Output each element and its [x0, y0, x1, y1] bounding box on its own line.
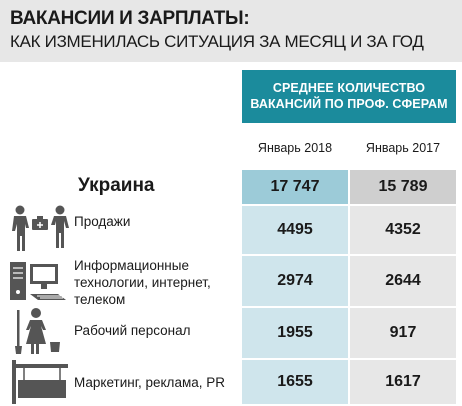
page-subtitle: КАК ИЗМЕНИЛАСЬ СИТУАЦИЯ ЗА МЕСЯЦ И ЗА ГО…	[10, 32, 424, 51]
cell-it-2017: 2644	[350, 256, 456, 306]
row-label-it: Информационные технологии, интернет, тел…	[74, 257, 211, 308]
column-header-2018: Январь 2018	[257, 141, 333, 155]
column-group-line-2: ВАКАНСИЙ ПО ПРОФ. СФЕРАМ	[250, 97, 448, 111]
column-header-2017: Январь 2017	[365, 141, 441, 155]
header-band: ВАКАНСИИ И ЗАРПЛАТЫ: КАК ИЗМЕНИЛАСЬ СИТУ…	[0, 0, 462, 62]
cell-marketing-2017: 1617	[350, 360, 456, 404]
cell-sales-2017: 4352	[350, 206, 456, 254]
row-label-workers: Рабочий персонал	[74, 323, 191, 338]
row-label-it-line-3: телеком	[74, 292, 126, 307]
column-group-header: СРЕДНЕЕ КОЛИЧЕСТВО ВАКАНСИЙ ПО ПРОФ. СФЕ…	[242, 70, 456, 123]
cell-ukraine-2017: 15 789	[350, 170, 456, 204]
cell-workers-2017: 917	[350, 308, 456, 358]
signboard-icon	[12, 360, 68, 404]
cell-marketing-2018: 1655	[242, 360, 348, 404]
row-label-it-line-1: Информационные	[74, 258, 189, 273]
page-title: ВАКАНСИИ И ЗАРПЛАТЫ:	[10, 8, 250, 29]
cell-it-2018: 2974	[242, 256, 348, 306]
row-label-sales: Продажи	[74, 214, 131, 229]
row-label-it-line-2: технологии, интернет,	[74, 275, 211, 290]
computer-icon	[10, 262, 66, 300]
cell-sales-2018: 4495	[242, 206, 348, 254]
cell-workers-2018: 1955	[242, 308, 348, 358]
row-label-marketing: Маркетинг, реклама, PR	[74, 375, 225, 390]
column-group-line-1: СРЕДНЕЕ КОЛИЧЕСТВО	[272, 81, 426, 95]
cell-ukraine-2018: 17 747	[242, 170, 348, 204]
worker-icon	[15, 308, 60, 354]
row-label-ukraine: Украина	[78, 175, 155, 196]
salespeople-icon	[12, 205, 69, 251]
